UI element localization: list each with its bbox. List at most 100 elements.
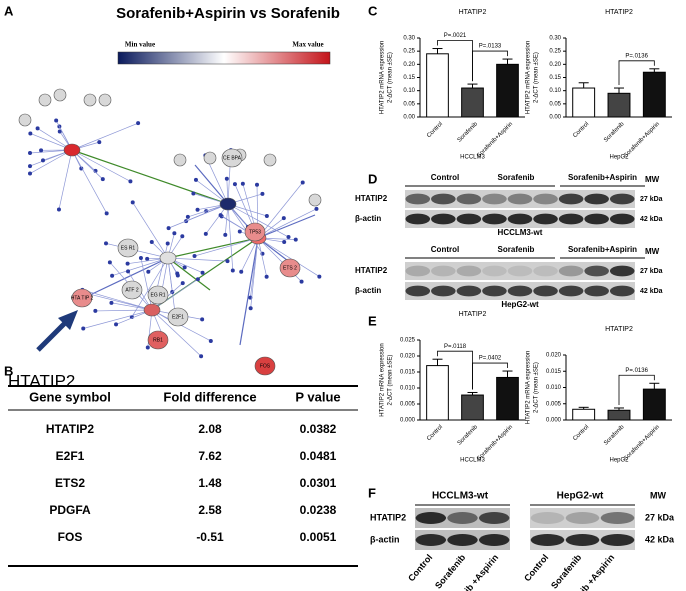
network-node — [121, 280, 143, 300]
network-node — [38, 93, 52, 107]
significance-bracket — [472, 362, 508, 390]
blot-band — [431, 285, 456, 297]
y-tick-label: 0.015 — [546, 369, 562, 375]
network-edge — [58, 149, 73, 210]
blot-band — [478, 512, 510, 524]
network-node — [130, 200, 135, 205]
network-node — [79, 166, 84, 171]
y-tick-label: 0.15 — [549, 75, 561, 81]
network-node — [195, 207, 200, 212]
bar — [426, 53, 449, 118]
network-node — [104, 211, 109, 216]
blot-band — [533, 285, 558, 297]
network-node — [165, 241, 170, 246]
panel-label: C — [368, 3, 378, 18]
blot-band — [405, 213, 431, 225]
table-cell: FOS — [58, 530, 83, 544]
y-tick-label: 0.30 — [403, 36, 415, 42]
blot-band — [431, 193, 456, 205]
y-tick-label: 0.015 — [400, 370, 416, 376]
group-label: HCCLM3-wt — [432, 491, 489, 502]
chart-title: HTATIP2 — [459, 311, 487, 318]
blot-band — [405, 265, 431, 277]
table-header: Fold difference — [163, 389, 256, 404]
y-tick-label: 0.00 — [403, 115, 415, 121]
bar — [572, 408, 596, 421]
network-node — [40, 158, 45, 163]
node-label: ATF 2 — [125, 287, 138, 293]
network-node — [114, 322, 119, 327]
node-label: CE BPA — [223, 155, 242, 161]
node-label: EG R1 — [150, 292, 165, 298]
network-edge — [151, 278, 199, 311]
table-cell: 1.48 — [198, 476, 222, 490]
blot-band — [530, 534, 565, 546]
network-node — [110, 273, 115, 278]
network-node — [109, 300, 114, 305]
mw-label: 42 kDa — [640, 216, 663, 223]
group-label: Sorafenib+Aspirin — [568, 173, 637, 182]
blot-band — [405, 285, 431, 297]
network-node — [28, 131, 33, 136]
p-value: P=.0133 — [479, 44, 502, 50]
network-node — [83, 93, 97, 107]
y-tick-label: 0.20 — [403, 62, 415, 68]
x-axis-label: HepG2 — [609, 458, 629, 464]
network-edge — [71, 149, 131, 182]
y-tick-label: 0.005 — [400, 402, 416, 408]
table-cell: 2.08 — [198, 422, 222, 436]
network-node — [28, 171, 32, 176]
lane-label: Control — [406, 552, 434, 583]
network-edge — [167, 257, 228, 262]
x-axis-label: HCCLM3 — [460, 155, 485, 161]
network-node — [57, 129, 62, 134]
blot-band — [482, 193, 507, 205]
blot-band — [558, 265, 584, 277]
p-value: P=.0021 — [444, 33, 467, 39]
bar — [607, 92, 631, 118]
blot-band — [558, 285, 584, 297]
y-tick-label: 0.010 — [546, 385, 562, 391]
row-label: β-actin — [355, 214, 381, 223]
network-node — [172, 231, 177, 236]
chart-title: HTATIP2 — [459, 9, 487, 16]
blot-band — [609, 213, 635, 225]
network-node — [39, 148, 44, 153]
bar — [642, 71, 666, 118]
network-edge — [239, 237, 259, 346]
network-node — [240, 181, 245, 186]
mw-label: 27 kDa — [640, 196, 663, 203]
network-node — [125, 261, 130, 266]
x-tick-label: Sorafenib — [603, 424, 626, 447]
x-tick-label: Control — [572, 424, 590, 442]
network-edge — [86, 292, 153, 311]
network-node — [54, 118, 59, 123]
lane-label: Sorafenib — [433, 552, 468, 591]
y-axis-label: 2-ΔCT (mean ±SE) — [388, 355, 394, 406]
network-node — [244, 222, 266, 242]
network-node — [167, 307, 189, 327]
y-tick-label: 0.020 — [400, 354, 416, 360]
y-tick-label: 0.025 — [400, 338, 416, 344]
x-tick-label: Sorafenib — [457, 121, 480, 144]
y-tick-label: 0.00 — [549, 115, 561, 121]
blot-band — [482, 265, 507, 277]
mw-label: 27 kDa — [645, 512, 675, 522]
table-cell: 0.0301 — [300, 476, 337, 490]
network-node — [18, 113, 32, 127]
group-label: Sorafenib+Aspirin — [568, 245, 637, 254]
panel-label: E — [368, 313, 377, 328]
blot-band — [584, 285, 609, 297]
blot-band — [584, 193, 609, 205]
x-axis-label: HCCLM3 — [460, 458, 485, 464]
network-node — [248, 306, 253, 311]
network-node — [93, 168, 98, 173]
network-node — [136, 121, 141, 126]
node-label: FOS — [260, 363, 271, 369]
p-value: P=.0402 — [479, 356, 502, 362]
network-node — [98, 93, 112, 107]
blot-band — [584, 213, 609, 225]
panel-label: F — [368, 485, 376, 500]
y-axis-label: HTATIP2 mRNA expression — [526, 41, 532, 114]
blot-band — [405, 193, 431, 205]
